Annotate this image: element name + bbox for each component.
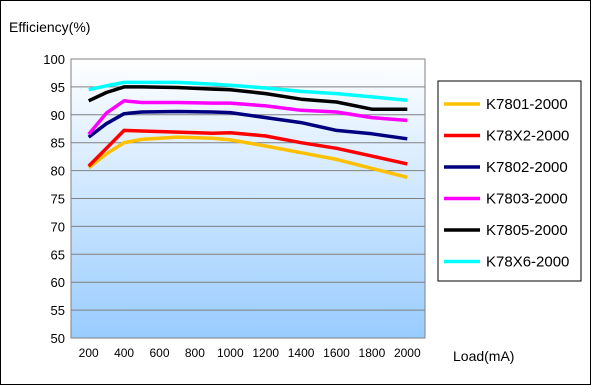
legend-entry-K78X2-2000: K78X2-2000 <box>444 128 569 145</box>
y-tick-60: 60 <box>51 275 65 290</box>
y-tick-100: 100 <box>43 52 65 67</box>
y-tick-75: 75 <box>51 192 65 207</box>
legend-entry-K7801-2000: K7801-2000 <box>444 96 568 113</box>
x-tick-1400: 1400 <box>288 346 315 360</box>
y-tick-90: 90 <box>51 108 65 123</box>
y-axis-label: Efficiency(%) <box>9 19 90 35</box>
series-line-K7802-2000 <box>87 109 408 141</box>
x-tick-400: 400 <box>114 346 134 360</box>
x-tick-labels: 200 400 600 800 1000 1200 1400 1600 1800 2000 <box>79 346 421 360</box>
x-tick-1800: 1800 <box>359 346 386 360</box>
series-line-K78X6-2000 <box>88 80 408 103</box>
y-tick-labels: 50 55 60 65 70 75 80 85 90 95 100 <box>43 52 65 346</box>
x-tick-600: 600 <box>149 346 169 360</box>
x-tick-200: 200 <box>79 346 99 360</box>
x-tick-1200: 1200 <box>252 346 279 360</box>
x-tick-1600: 1600 <box>323 346 350 360</box>
legend-label-K7803-2000: K7803-2000 <box>486 191 568 208</box>
legend-entry-K7803-2000: K7803-2000 <box>444 191 568 208</box>
y-tick-85: 85 <box>51 136 65 151</box>
y-tick-50: 50 <box>51 331 65 346</box>
x-tick-800: 800 <box>185 346 205 360</box>
series-line-K7803-2000 <box>87 99 408 136</box>
legend-entry-K7802-2000: K7802-2000 <box>444 159 568 176</box>
legend: K7801-2000 K78X2-2000 K7802-2000 K7803-2000… <box>444 96 569 271</box>
series-line-K7801-2000 <box>87 135 408 179</box>
legend-label-K7802-2000: K7802-2000 <box>486 159 568 176</box>
legend-label-K7801-2000: K7801-2000 <box>486 96 568 113</box>
legend-label-K7805-2000: K7805-2000 <box>486 222 568 239</box>
y-tick-55: 55 <box>51 303 65 318</box>
y-tick-70: 70 <box>51 219 65 234</box>
legend-label-K78X6-2000: K78X6-2000 <box>486 254 569 271</box>
legend-box <box>437 80 582 282</box>
series-lines <box>87 80 408 179</box>
x-tick-2000: 2000 <box>394 346 421 360</box>
legend-entry-K78X6-2000: K78X6-2000 <box>444 254 569 271</box>
x-axis-label: Load(mA) <box>453 348 514 364</box>
legend-label-K78X2-2000: K78X2-2000 <box>486 128 569 145</box>
y-tick-80: 80 <box>51 164 65 179</box>
series-line-K78X2-2000 <box>87 128 408 168</box>
series-line-K7805-2000 <box>87 85 408 111</box>
y-tick-95: 95 <box>51 80 65 95</box>
y-tick-65: 65 <box>51 247 65 262</box>
x-tick-1000: 1000 <box>217 346 244 360</box>
legend-entry-K7805-2000: K7805-2000 <box>444 222 568 239</box>
